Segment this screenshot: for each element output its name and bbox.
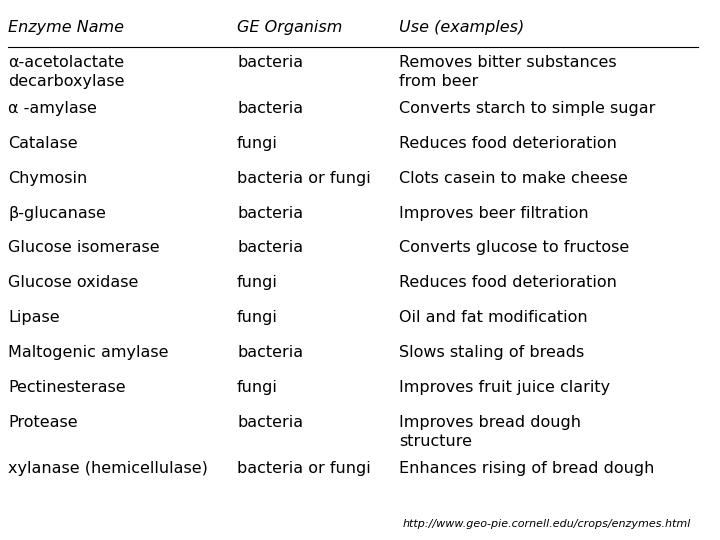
Text: α -amylase: α -amylase: [9, 101, 97, 116]
Text: Chymosin: Chymosin: [9, 171, 88, 186]
Text: Glucose oxidase: Glucose oxidase: [9, 275, 139, 291]
Text: fungi: fungi: [237, 310, 278, 325]
Text: Improves fruit juice clarity: Improves fruit juice clarity: [399, 380, 610, 395]
Text: Maltogenic amylase: Maltogenic amylase: [9, 345, 169, 360]
Text: bacteria or fungi: bacteria or fungi: [237, 171, 371, 186]
Text: bacteria: bacteria: [237, 55, 303, 70]
Text: Clots casein to make cheese: Clots casein to make cheese: [399, 171, 628, 186]
Text: Enhances rising of bread dough: Enhances rising of bread dough: [399, 461, 654, 476]
Text: bacteria or fungi: bacteria or fungi: [237, 461, 371, 476]
Text: fungi: fungi: [237, 380, 278, 395]
Text: β-glucanase: β-glucanase: [9, 206, 107, 220]
Text: fungi: fungi: [237, 275, 278, 291]
Text: Enzyme Name: Enzyme Name: [9, 20, 125, 35]
Text: α-acetolactate
decarboxylase: α-acetolactate decarboxylase: [9, 55, 125, 89]
Text: Slows staling of breads: Slows staling of breads: [399, 345, 584, 360]
Text: Oil and fat modification: Oil and fat modification: [399, 310, 588, 325]
Text: Pectinesterase: Pectinesterase: [9, 380, 126, 395]
Text: Converts starch to simple sugar: Converts starch to simple sugar: [399, 101, 655, 116]
Text: xylanase (hemicellulase): xylanase (hemicellulase): [9, 461, 208, 476]
Text: Use (examples): Use (examples): [399, 20, 524, 35]
Text: fungi: fungi: [237, 136, 278, 151]
Text: Improves beer filtration: Improves beer filtration: [399, 206, 588, 220]
Text: bacteria: bacteria: [237, 345, 303, 360]
Text: bacteria: bacteria: [237, 206, 303, 220]
Text: Lipase: Lipase: [9, 310, 60, 325]
Text: bacteria: bacteria: [237, 240, 303, 255]
Text: Reduces food deterioration: Reduces food deterioration: [399, 275, 617, 291]
Text: GE Organism: GE Organism: [237, 20, 343, 35]
Text: Removes bitter substances
from beer: Removes bitter substances from beer: [399, 55, 616, 89]
Text: Reduces food deterioration: Reduces food deterioration: [399, 136, 617, 151]
Text: Catalase: Catalase: [9, 136, 78, 151]
Text: Protease: Protease: [9, 415, 78, 430]
Text: bacteria: bacteria: [237, 415, 303, 430]
Text: Converts glucose to fructose: Converts glucose to fructose: [399, 240, 629, 255]
Text: Glucose isomerase: Glucose isomerase: [9, 240, 160, 255]
Text: bacteria: bacteria: [237, 101, 303, 116]
Text: http://www.geo-pie.cornell.edu/crops/enzymes.html: http://www.geo-pie.cornell.edu/crops/enz…: [402, 519, 691, 529]
Text: Improves bread dough
structure: Improves bread dough structure: [399, 415, 581, 449]
